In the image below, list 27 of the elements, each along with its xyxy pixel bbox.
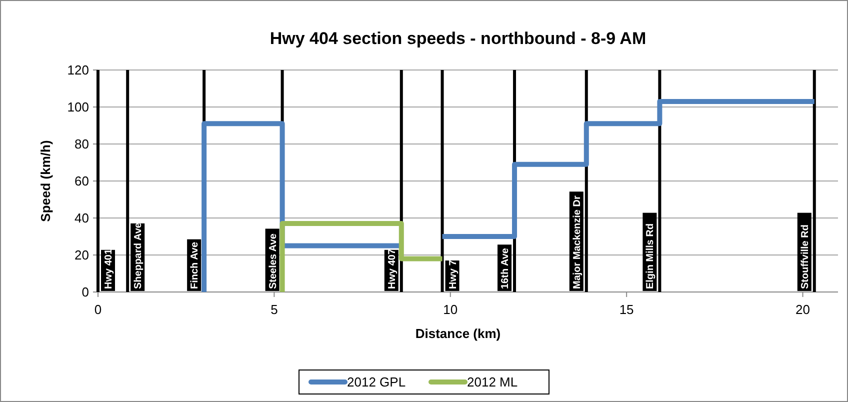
ref-line-label: Sheppard Ave (133, 222, 144, 289)
y-tick-label: 40 (74, 210, 89, 226)
legend-label: 2012 GPL (347, 374, 406, 390)
chart-title: Hwy 404 section speeds - northbound - 8-9 AM (270, 29, 646, 48)
x-tick-label: 15 (619, 302, 634, 317)
x-tick-label: 10 (443, 302, 458, 317)
y-tick-label: 60 (74, 174, 89, 189)
ref-line-label: Elgin Mills Rd (645, 223, 656, 289)
x-tick-label: 0 (94, 302, 102, 317)
ref-line-label: Finch Ave (190, 242, 201, 289)
y-tick-label: 20 (74, 248, 89, 263)
legend-label: 2012 ML (467, 374, 518, 390)
ref-line-label: 16th Ave (500, 248, 512, 289)
y-tick-label: 0 (82, 284, 89, 300)
ref-line-label: Hwy 401 (104, 248, 114, 289)
x-axis-title: Distance (km) (415, 326, 501, 341)
x-tick-label: 20 (796, 302, 810, 317)
ref-line-label: Stouffville Rd (800, 224, 811, 289)
ref-line-label: Hwy 7 (448, 260, 459, 289)
x-tick-label: 5 (270, 302, 278, 317)
y-tick-label: 80 (74, 136, 89, 152)
ref-line-label: Steeles Ave (268, 233, 279, 289)
y-tick-label: 100 (67, 100, 89, 115)
ref-line-label: Major Mackenzie Dr (572, 196, 583, 289)
y-axis-title: Speed (km/h) (38, 140, 53, 222)
y-tick-label: 120 (67, 62, 89, 78)
ref-line-label: Hwy 407 (386, 248, 398, 289)
